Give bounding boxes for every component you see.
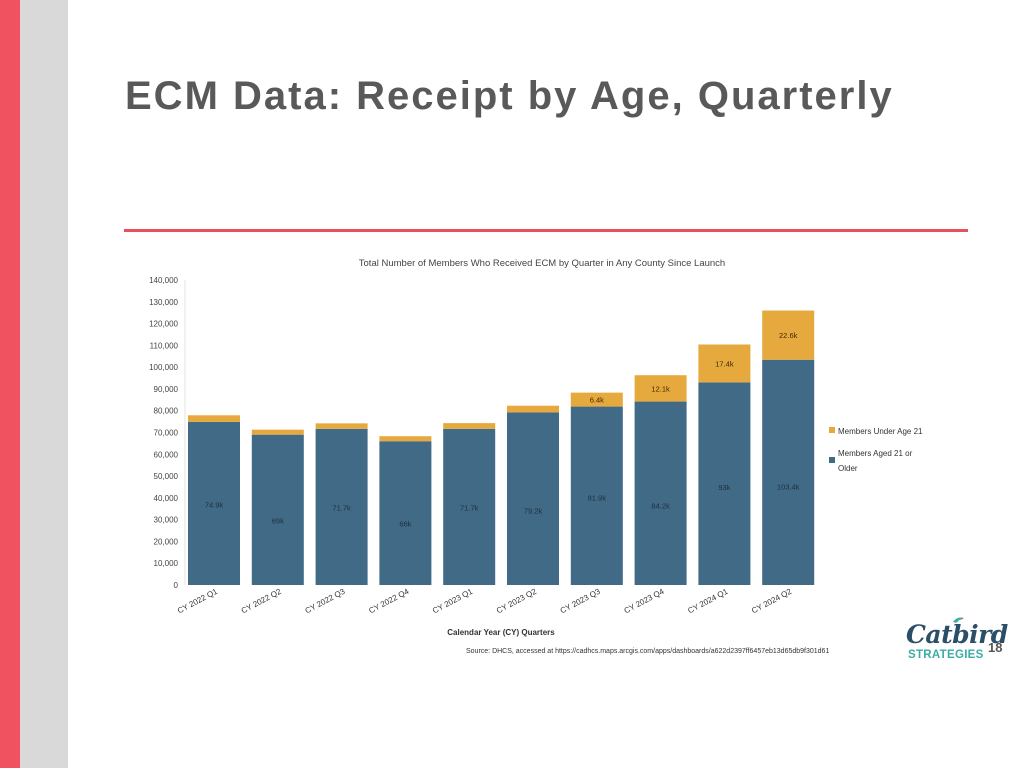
bar-aged-21-older [188,421,240,585]
logo-wordmark: Catbird [906,620,1008,649]
data-label-aged-21-older: 79.2k [524,506,543,515]
y-tick-label: 100,000 [149,363,178,372]
bar-aged-21-older [698,382,751,585]
bar-aged-21-older [762,359,815,585]
y-tick-label: 10,000 [154,559,179,568]
bar-under-21 [315,423,368,429]
x-tick-label: CY 2023 Q2 [495,587,538,616]
y-tick-label: 30,000 [154,516,179,525]
catbird-strategies-logo: Catbird STRATEGIES [906,616,1008,664]
accent-stripe-red [0,0,20,768]
x-tick-label: CY 2024 Q2 [750,587,793,616]
bar-aged-21-older [443,428,496,585]
x-axis: CY 2022 Q1 CY 2022 Q2 CY 2022 Q3 CY 2022 Q4… [176,587,794,616]
legend-swatch-under-21 [829,427,835,433]
y-tick-label: 130,000 [149,298,178,307]
bar-aged-21-older [634,401,687,585]
bar-under-21 [188,415,240,422]
y-tick-label: 20,000 [154,537,179,546]
accent-stripe-gray [20,0,68,768]
bar-aged-21-older [507,412,559,585]
data-label-aged-21-older: 69k [272,516,284,525]
data-label-aged-21-older: 81.9k [588,494,607,503]
y-tick-label: 50,000 [154,472,179,481]
x-tick-label: CY 2023 Q1 [431,587,474,616]
stacked-bar-chart: Total Number of Members Who Received ECM… [149,258,923,637]
y-tick-label: 90,000 [154,385,179,394]
slide-title: ECM Data: Receipt by Age, Quarterly [125,74,894,118]
bar-aged-21-older [379,441,432,585]
data-label-aged-21-older: 74.9k [205,501,224,510]
bar-under-21 [507,405,559,413]
bar-under-21 [570,392,623,407]
x-tick-label: CY 2024 Q1 [686,587,729,616]
data-label-under-21: 22.6k [779,331,798,340]
legend-label-under-21: Members Under Age 21 [838,427,923,436]
x-tick-label: CY 2022 Q2 [240,587,283,616]
logo-subtitle: STRATEGIES [908,649,984,661]
y-tick-label: 120,000 [149,320,178,329]
bar-under-21 [762,310,815,360]
data-label-aged-21-older: 66k [399,519,411,528]
chart-title: Total Number of Members Who Received ECM… [359,258,725,269]
bar-aged-21-older [570,406,623,585]
y-tick-label: 140,000 [149,276,178,285]
y-axis: 0 10,000 20,000 30,000 40,000 50,000 60,000 70,… [149,276,186,590]
y-tick-label: 40,000 [154,494,179,503]
bar-under-21 [698,344,751,383]
y-tick-label: 110,000 [150,341,179,350]
x-tick-label: CY 2022 Q1 [176,587,219,616]
x-axis-title: Calendar Year (CY) Quarters [447,628,555,637]
data-label-aged-21-older: 93k [718,483,730,492]
data-label-aged-21-older: 84.2k [651,501,670,510]
y-tick-label: 60,000 [154,450,179,459]
x-tick-label: CY 2023 Q4 [623,587,666,616]
legend-label-21-older-line1: Members Aged 21 or [838,449,913,458]
bars: 74.9k 69k 71.7k 66k 71.7k 79.2k 81.9k 6.4k 84.2k… [188,310,815,585]
bar-under-21 [251,429,304,435]
y-tick-label: 70,000 [154,429,179,438]
bar-aged-21-older [315,428,368,585]
title-divider [124,229,968,232]
bird-icon [953,617,964,623]
legend-label-21-older-line2: Older [838,464,858,473]
data-label-aged-21-older: 103.4k [777,483,800,492]
x-tick-label: CY 2023 Q3 [559,587,602,616]
data-label-aged-21-older: 71.7k [460,504,479,513]
bar-under-21 [443,423,496,429]
source-citation: Source: DHCS, accessed at https://cadhcs… [466,648,830,655]
bar-under-21 [634,375,687,402]
y-tick-label: 80,000 [154,407,179,416]
data-label-under-21: 12.1k [651,384,670,393]
bar-aged-21-older [251,434,304,585]
legend-swatch-21-older [829,457,835,463]
x-tick-label: CY 2022 Q3 [304,587,347,616]
page-number: 18 [988,640,1003,655]
y-tick-label: 0 [174,581,179,590]
data-label-under-21: 6.4k [590,396,604,405]
data-label-aged-21-older: 71.7k [332,504,351,513]
chart-legend: Members Under Age 21 Members Aged 21 or … [829,427,923,473]
bar-under-21 [379,436,432,442]
data-label-under-21: 17.4k [715,359,734,368]
x-tick-label: CY 2022 Q4 [367,587,410,616]
